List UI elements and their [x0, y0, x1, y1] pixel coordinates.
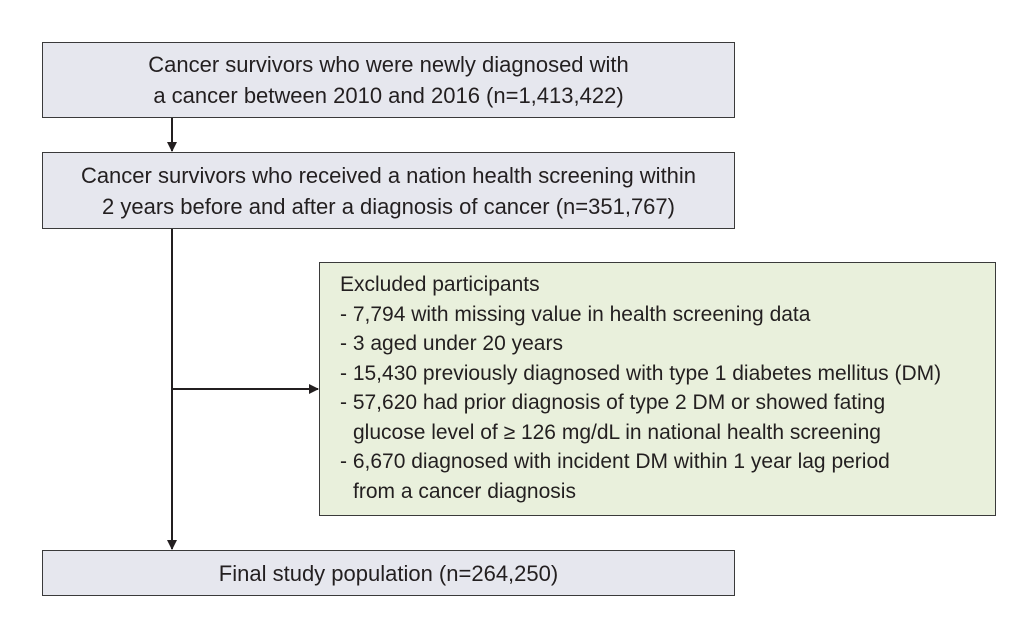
step1-text-line: a cancer between 2010 and 2016 (n=1,413,… [153, 83, 624, 108]
step2-box: Cancer survivors who received a nation h… [42, 152, 735, 229]
exclusion-item-continuation: from a cancer diagnosis [353, 479, 576, 503]
exclusion-item-continuation: glucose level of ≥ 126 mg/dL in national… [353, 420, 881, 444]
step1-text-line: Cancer survivors who were newly diagnose… [148, 52, 629, 77]
exclusion-item: - 6,670 diagnosed with incident DM withi… [340, 450, 890, 473]
final-population-label: Final study population (n=264,250) [218, 560, 559, 586]
exclusion-item: - 7,794 with missing value in health scr… [340, 302, 811, 326]
exclusions-box: Excluded participants - 7,794 with missi… [319, 262, 996, 516]
step2-text-line: 2 years before and after a diagnosis of … [102, 193, 675, 219]
step2-text-line: Cancer survivors who received a nation h… [80, 162, 697, 188]
exclusion-item: - 57,620 had prior diagnosis of type 2 D… [340, 391, 886, 414]
exclusion-item: - 3 aged under 20 years [340, 332, 563, 355]
exclusion-item: - 15,430 previously diagnosed with type … [340, 361, 942, 385]
step1-box: Cancer survivors who were newly diagnose… [42, 42, 735, 118]
final-population-box: Final study population (n=264,250) [42, 550, 735, 596]
exclusions-title: Excluded participants [340, 273, 540, 296]
